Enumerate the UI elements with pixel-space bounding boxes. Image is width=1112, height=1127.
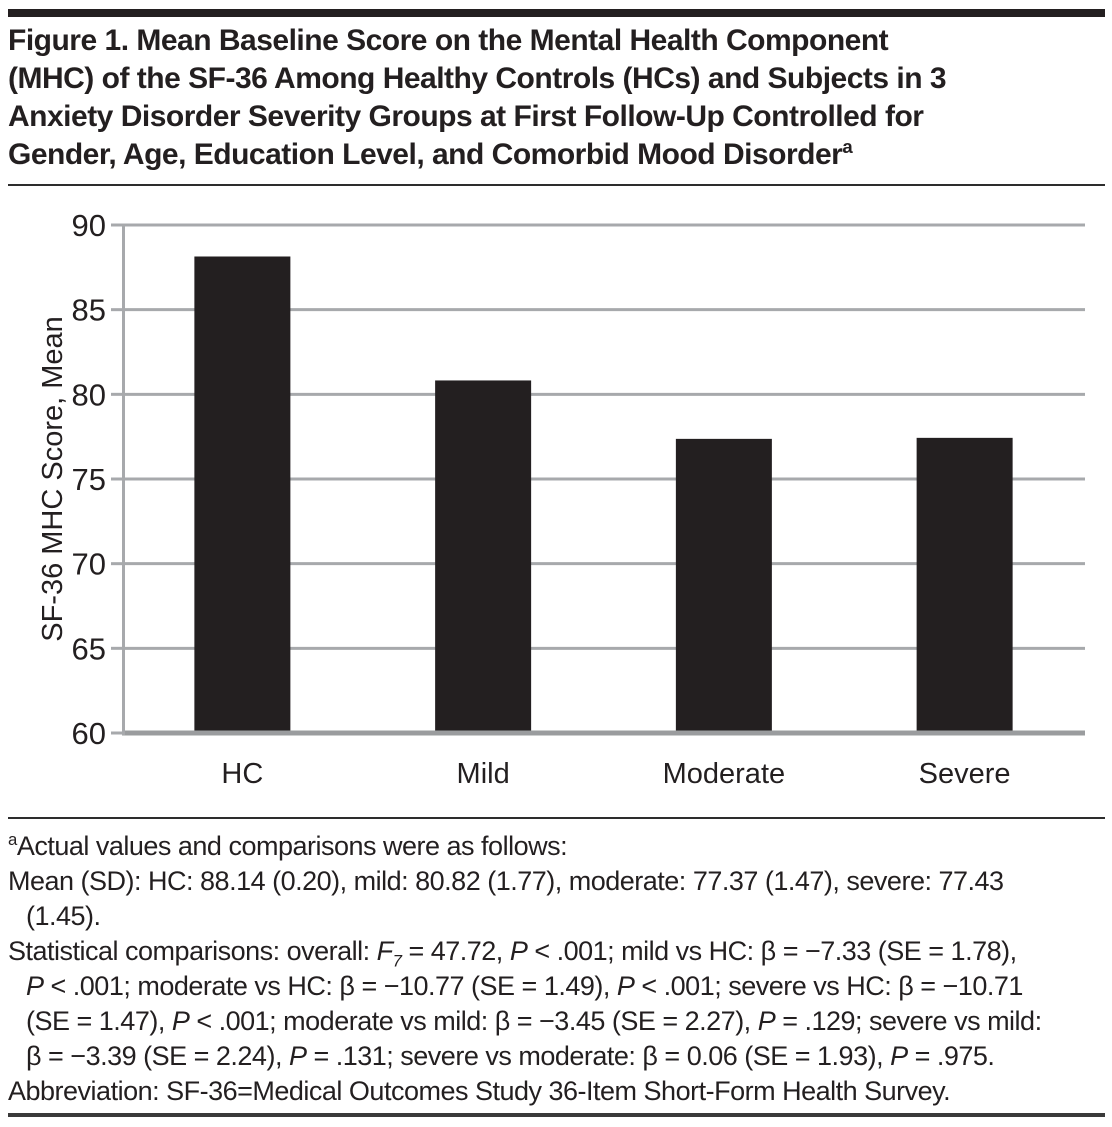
title-line: Figure 1. Mean Baseline Score on the Men… (8, 22, 1104, 60)
text-segment: (1.45). (26, 901, 101, 931)
figure-title: Figure 1. Mean Baseline Score on the Men… (8, 22, 1104, 174)
y-axis-title: SF-36 MHC Score, Mean (37, 316, 69, 642)
text-segment: = .131; severe vs moderate: β = 0.06 (SE… (306, 1041, 891, 1071)
text-segment: a (842, 136, 853, 157)
text-segment: a (8, 830, 17, 849)
title-rule (8, 184, 1105, 186)
bar (916, 437, 1013, 733)
y-tick-label: 60 (72, 716, 106, 751)
bar (194, 256, 291, 733)
bar-chart: 60 65 70 75 80 85 90 HC Mild Moderate Severe SF-36 … (37, 208, 1085, 790)
x-tick-label: Mild (457, 758, 510, 790)
text-segment: P (616, 971, 635, 1001)
text-segment: (SE = 1.47), (26, 1006, 172, 1036)
text-segment: 7 (392, 951, 402, 971)
footnote-line: aActual values and comparisons were as f… (8, 829, 1106, 864)
text-segment: Mean (SD): HC: 88.14 (0.20), mild: 80.82… (8, 866, 1004, 896)
footnote-line: β = −3.39 (SE = 2.24), P = .131; severe … (8, 1039, 1106, 1074)
text-segment: = .129; severe vs mild: (775, 1006, 1042, 1036)
text-segment: Actual values and comparisons were as fo… (16, 831, 568, 861)
title-line: Anxiety Disorder Severity Groups at Firs… (8, 98, 1104, 136)
text-segment: Gender, Age, Education Level, and Comorb… (8, 138, 843, 171)
text-segment: P (171, 1006, 190, 1036)
footnote-line: Statistical comparisons: overall: F7 = 4… (8, 934, 1106, 969)
x-tick-label: HC (221, 758, 263, 790)
text-segment: F (376, 936, 394, 966)
text-segment: Abbreviation: SF-36=Medical Outcomes Stu… (8, 1076, 951, 1106)
text-segment: < .001; moderate vs mild: β = −3.45 (SE … (189, 1006, 758, 1036)
text-segment: Anxiety Disorder Severity Groups at Firs… (8, 100, 924, 133)
title-line: Gender, Age, Education Level, and Comorb… (8, 136, 1104, 174)
footnotes: aActual values and comparisons were as f… (8, 829, 1106, 1109)
text-segment: Statistical comparisons: overall: (8, 936, 377, 966)
y-tick-label: 70 (72, 547, 106, 582)
y-tick-label: 75 (72, 462, 106, 497)
text-segment: (MHC) of the SF-36 Among Healthy Control… (8, 62, 947, 95)
y-tick-label: 85 (72, 293, 106, 328)
footnote-line: (SE = 1.47), P < .001; moderate vs mild:… (8, 1004, 1106, 1039)
top-rule (8, 9, 1105, 17)
text-segment: P (509, 936, 528, 966)
footnote-rule (8, 817, 1105, 819)
footnote-line: Abbreviation: SF-36=Medical Outcomes Stu… (8, 1074, 1106, 1109)
text-segment: β = −3.39 (SE = 2.24), (26, 1041, 289, 1071)
x-tick-label: Moderate (663, 758, 786, 790)
text-segment: = .975. (907, 1041, 995, 1071)
footnote-line: Mean (SD): HC: 88.14 (0.20), mild: 80.82… (8, 864, 1106, 899)
bar (435, 380, 532, 733)
text-segment: = 47.72, (401, 936, 510, 966)
text-segment: Figure 1. Mean Baseline Score on the Men… (8, 24, 889, 57)
footnote-line: P < .001; moderate vs HC: β = −10.77 (SE… (8, 969, 1106, 1004)
y-tick-label: 90 (72, 208, 106, 243)
text-segment: < .001; mild vs HC: β = −7.33 (SE = 1.78… (527, 936, 1017, 966)
text-segment: P (890, 1041, 908, 1071)
text-segment: < .001; moderate vs HC: β = −10.77 (SE =… (43, 971, 617, 1001)
text-segment: P (757, 1006, 776, 1036)
y-tick-label: 65 (72, 631, 106, 666)
text-segment: P (26, 971, 44, 1001)
y-tick-label: 80 (72, 377, 106, 412)
text-segment: < .001; severe vs HC: β = −10.71 (634, 971, 1023, 1001)
bar (675, 438, 772, 733)
bottom-rule (8, 1113, 1105, 1117)
text-segment: P (288, 1041, 307, 1071)
x-tick-label: Severe (919, 758, 1011, 790)
footnote-line: (1.45). (8, 899, 1106, 934)
title-line: (MHC) of the SF-36 Among Healthy Control… (8, 60, 1104, 98)
